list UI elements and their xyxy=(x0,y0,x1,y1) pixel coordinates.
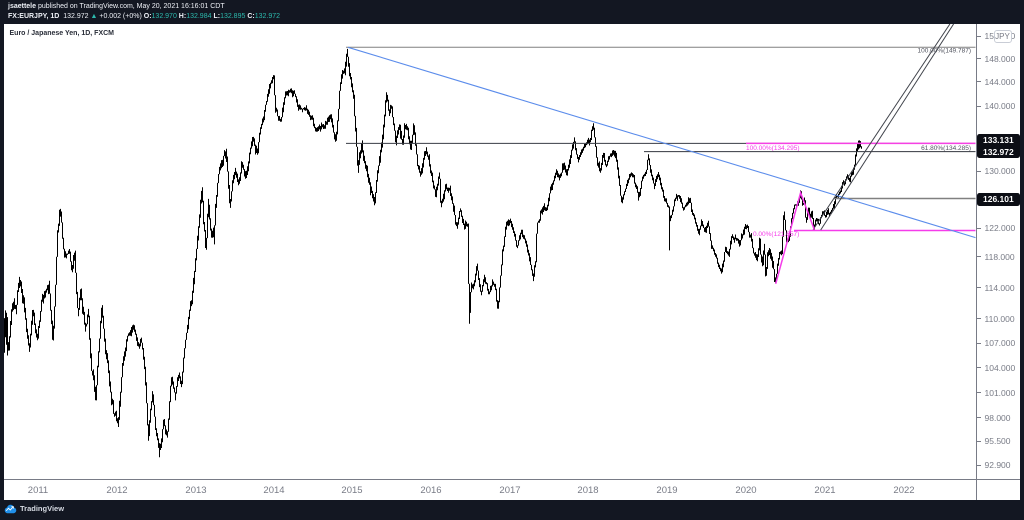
svg-text:100.00%(149.787): 100.00%(149.787) xyxy=(918,47,972,54)
svg-text:100.00%(134.295): 100.00%(134.295) xyxy=(746,145,800,152)
svg-text:61.80%(134.285): 61.80%(134.285) xyxy=(921,145,971,152)
svg-text:0.00%(121.657): 0.00%(121.657) xyxy=(753,231,799,238)
